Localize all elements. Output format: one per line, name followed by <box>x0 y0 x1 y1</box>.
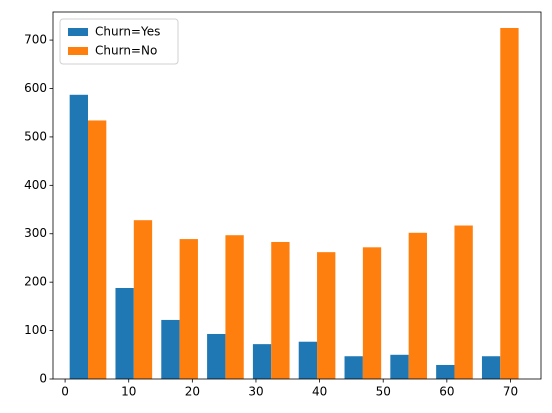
x-tick-label: 40 <box>312 385 327 399</box>
y-tick-label: 100 <box>24 323 47 337</box>
bar <box>252 344 272 379</box>
y-tick-label: 500 <box>24 129 47 143</box>
bar <box>454 225 473 379</box>
y-tick-label: 400 <box>24 178 47 192</box>
bar <box>69 94 88 379</box>
y-tick-label: 600 <box>24 81 47 95</box>
x-tick-label: 50 <box>376 385 391 399</box>
bar <box>133 220 153 379</box>
bar <box>271 241 290 379</box>
legend-swatch <box>68 47 88 55</box>
legend-label: Churn=No <box>95 44 157 58</box>
x-tick-label: 10 <box>121 385 136 399</box>
bar <box>436 364 455 379</box>
bar <box>161 319 180 379</box>
bar <box>362 247 382 379</box>
x-tick-label: 60 <box>439 385 454 399</box>
legend-label: Churn=Yes <box>95 25 160 39</box>
bar <box>225 235 244 379</box>
legend-box <box>59 18 179 65</box>
y-tick-label: 700 <box>24 33 47 47</box>
y-tick-label: 300 <box>24 226 47 240</box>
bar <box>298 341 318 379</box>
x-tick-label: 30 <box>248 385 263 399</box>
legend-swatch <box>68 28 88 36</box>
x-tick-label: 70 <box>503 385 518 399</box>
y-tick-label: 0 <box>39 372 47 386</box>
bar <box>408 232 427 379</box>
y-tick-label: 200 <box>24 275 47 289</box>
plot-frame <box>52 11 542 380</box>
bar <box>344 356 363 379</box>
bar <box>115 287 134 379</box>
bar <box>179 239 198 379</box>
x-tick-label: 20 <box>185 385 200 399</box>
bar <box>500 27 519 380</box>
bar <box>87 120 107 379</box>
bar <box>390 354 409 379</box>
bar <box>207 333 226 379</box>
x-tick-label: 0 <box>61 385 69 399</box>
bar <box>481 356 501 379</box>
bar <box>317 252 336 379</box>
